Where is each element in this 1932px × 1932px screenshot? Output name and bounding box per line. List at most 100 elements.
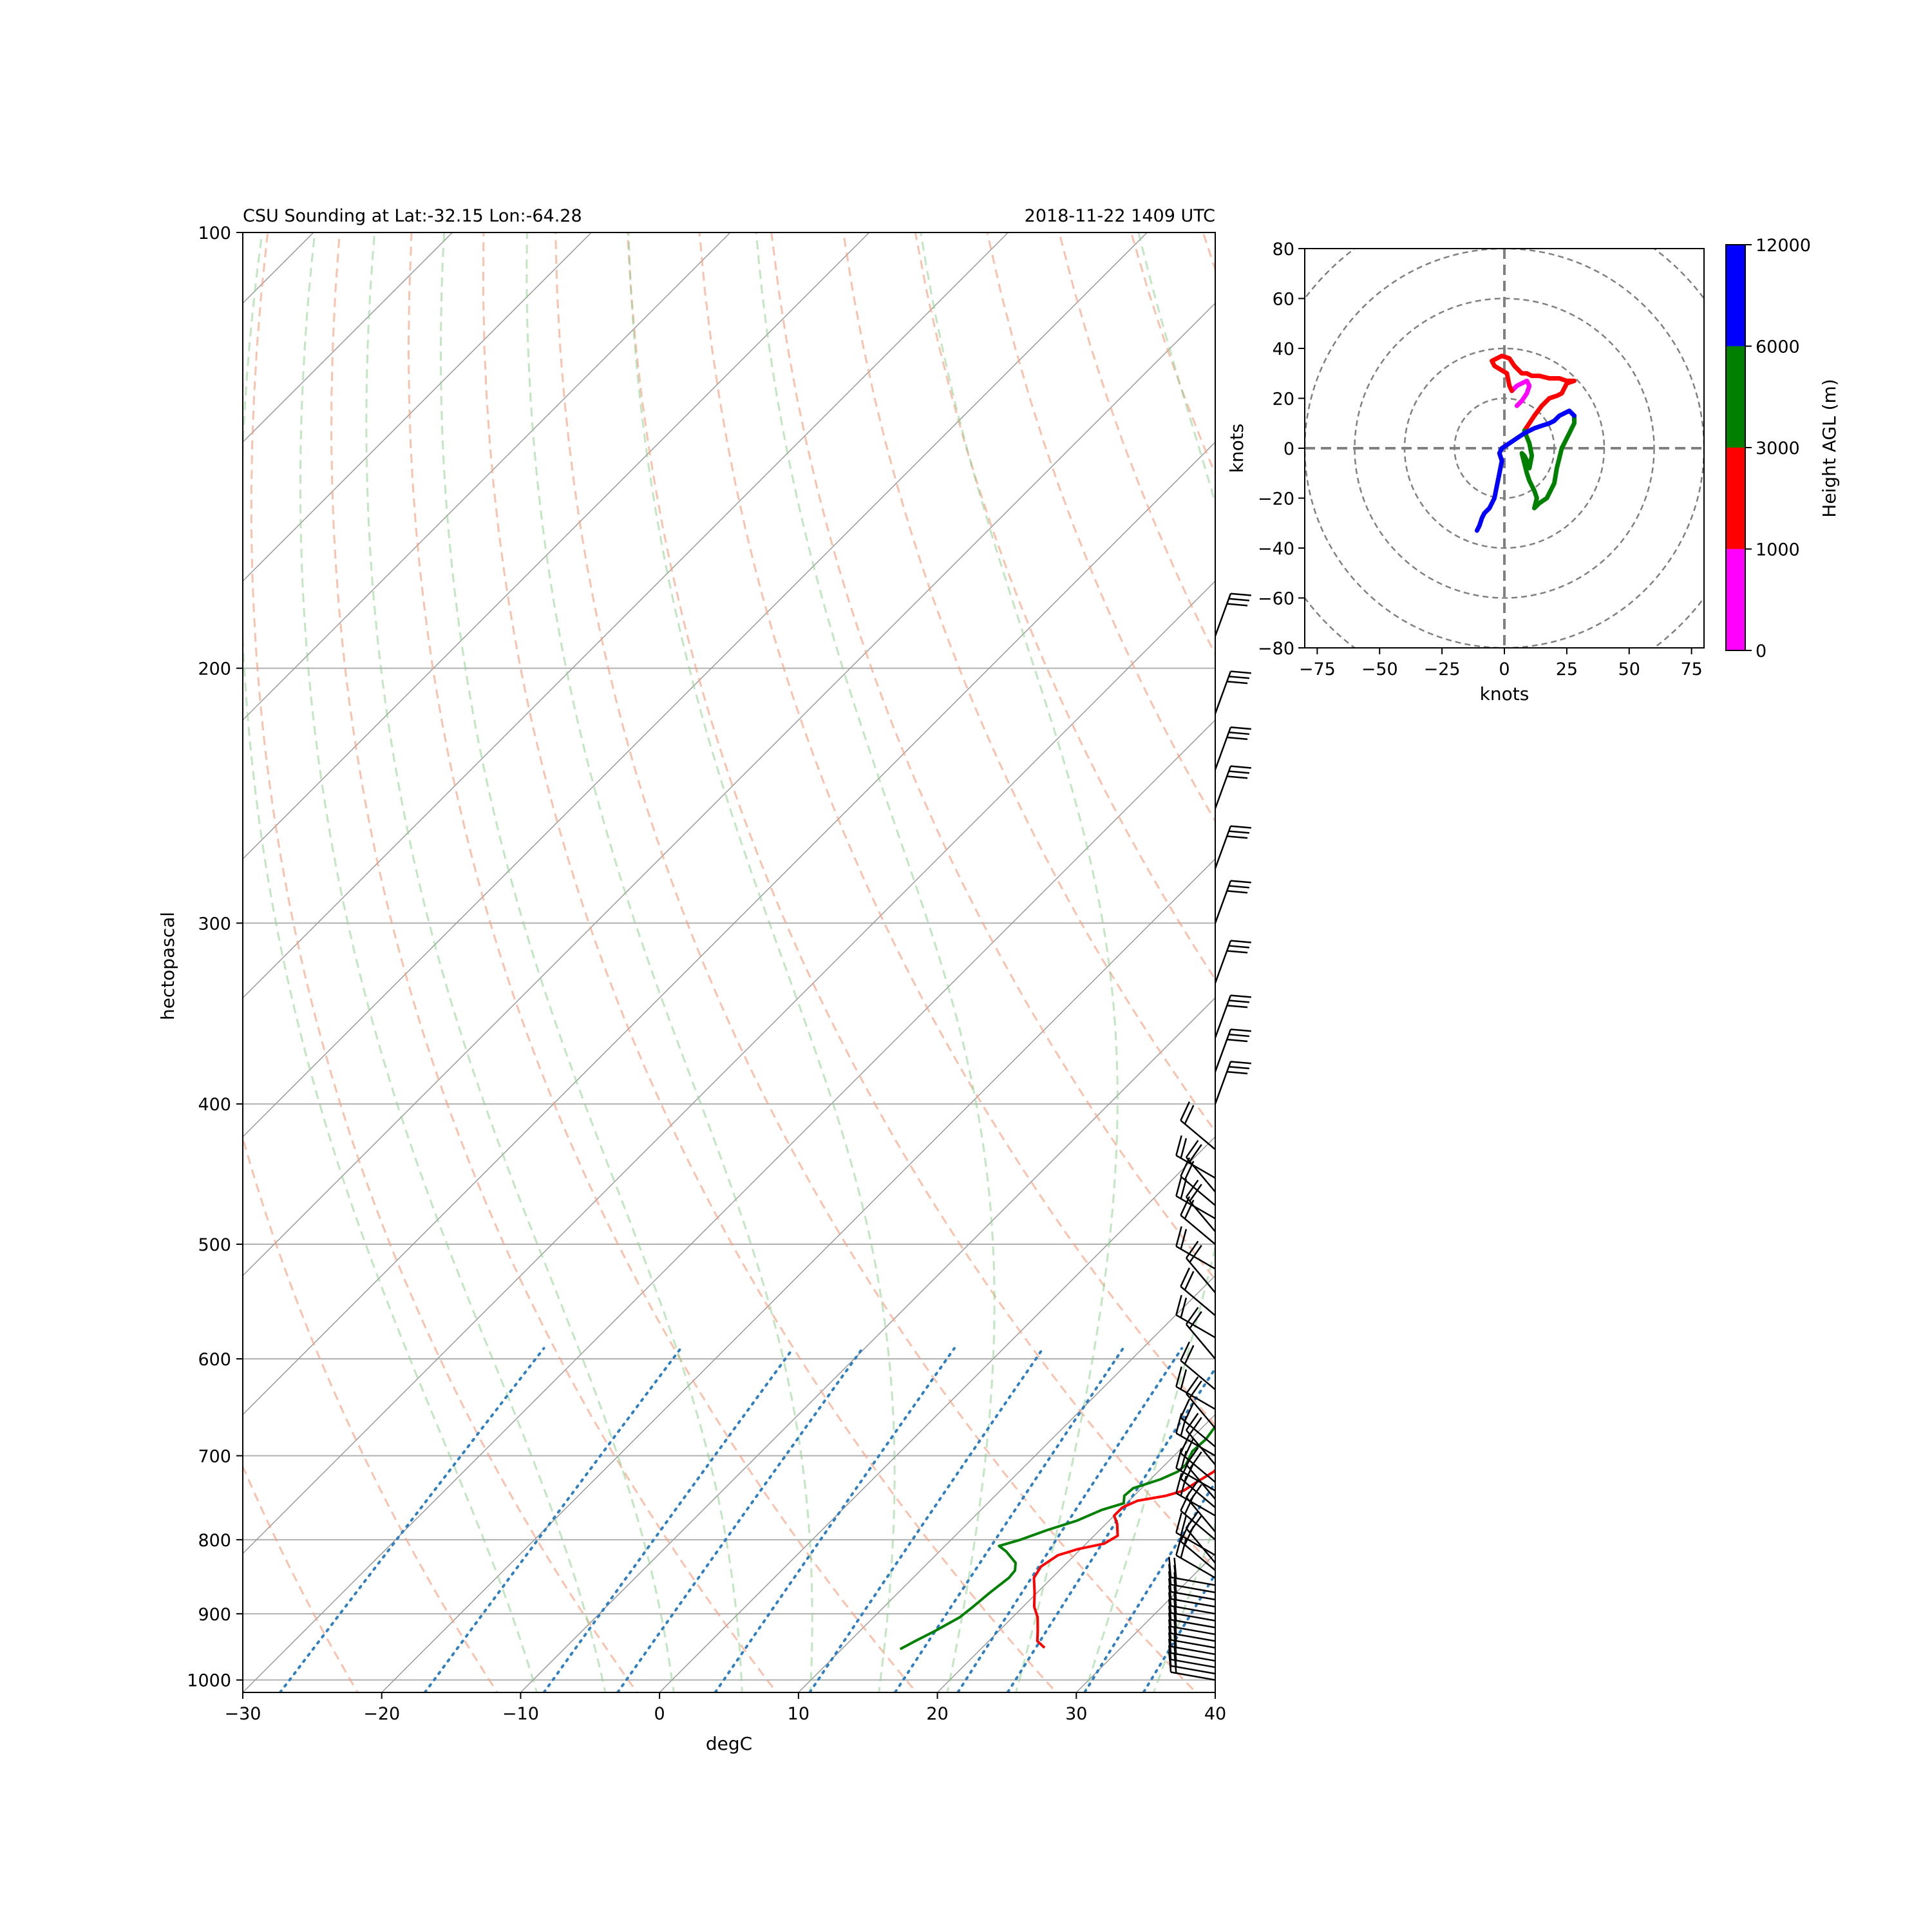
wind-barb-staff [1170, 1645, 1216, 1656]
wind-barb-flag [1227, 680, 1248, 685]
wind-barb-flag [1185, 1240, 1199, 1259]
hodograph-y-ticks: −80 −60 −40 −20 0 20 40 60 80 [1258, 240, 1305, 659]
wind-barb-flag [1175, 1226, 1182, 1247]
wind-barb-flag [1189, 1245, 1202, 1263]
dewpoint-trace [899, 1425, 1215, 1651]
wind-barb-flag [1168, 1557, 1172, 1578]
isotherm-line [243, 719, 1215, 1692]
dry-adiabat-line [330, 232, 779, 1692]
wind-barb-staff [1180, 1285, 1216, 1316]
hodograph-y-tick-label: −80 [1258, 639, 1294, 659]
hodograph-x-tick-label: −50 [1361, 659, 1398, 679]
isotherm-line [659, 1136, 1215, 1692]
wind-barb-staff [1180, 1215, 1216, 1245]
skewt-title-left: CSU Sounding at Lat:-32.15 Lon:-64.28 [243, 206, 582, 226]
wind-barb-staff [1214, 826, 1232, 869]
dry-adiabat-line [698, 232, 1215, 1427]
dry-adiabat-line [243, 1135, 499, 1692]
wind-barb-flag [1227, 1005, 1248, 1009]
y-tick-label: 1000 [187, 1671, 231, 1691]
wind-barb-staff [1186, 1528, 1216, 1564]
moist-adiabat-line [1083, 232, 1215, 1692]
wind-barb-flag [1228, 945, 1250, 949]
wind-barb-flag [1185, 1412, 1199, 1431]
wind-barb-staff [1186, 1157, 1216, 1193]
isotherm-line [243, 232, 453, 443]
isotherm-line [0, 232, 175, 1692]
hodograph-y-tick-label: −40 [1258, 539, 1294, 559]
hodograph-trace [1474, 354, 1577, 533]
wind-barb-flag [1228, 731, 1250, 735]
dry-adiabat-line [1563, 232, 1932, 1710]
wind-barb-flag [1230, 940, 1251, 943]
isotherm-line [243, 302, 1215, 1276]
wind-barb [1185, 1179, 1216, 1233]
wind-barb-staff [1175, 1531, 1216, 1557]
mixing-ratio-line [616, 1347, 864, 1692]
wind-barb-flag [1230, 592, 1251, 596]
wind-barb-flag [1184, 1437, 1195, 1457]
wind-barb-staff [1175, 1386, 1216, 1410]
moist-adiabat-line [755, 232, 996, 1692]
moist-adiabat-line [1152, 1520, 1215, 1692]
dry-adiabat-line [1491, 232, 1932, 1710]
hodograph-segment [1474, 408, 1577, 533]
wind-barb-flag [1228, 830, 1250, 834]
wind-barb [1180, 1398, 1216, 1448]
hodograph-y-tick-label: 40 [1273, 339, 1294, 359]
wind-barb-flag [1180, 1229, 1188, 1249]
skewt-y-ticks: 100 200 300 400 500 600 700 800 900 1000 [187, 223, 243, 1691]
wind-barb-flag [1189, 1451, 1202, 1470]
wind-barb-staff [1170, 1665, 1216, 1675]
mixing-ratio-line [1006, 1366, 1215, 1692]
wind-barb-staff [1175, 1155, 1216, 1179]
x-tick-label: −10 [502, 1704, 539, 1724]
wind-barb-staff [1186, 1196, 1216, 1233]
wind-barb-flag [1180, 1515, 1188, 1536]
wind-barb [1175, 1226, 1216, 1270]
wind-barbs [1168, 592, 1251, 1681]
wind-barb-flag [1173, 1557, 1177, 1578]
wind-barb-flag [1189, 1144, 1202, 1162]
wind-barb [1180, 1196, 1216, 1245]
wind-barb-flag [1184, 1271, 1195, 1291]
wind-barb [1180, 1341, 1216, 1390]
isotherm-line [243, 232, 870, 860]
x-tick-label: 10 [788, 1704, 810, 1724]
wind-barb-staff [1175, 1467, 1216, 1492]
wind-barb-flag [1230, 825, 1251, 829]
mixing-ratio-line [808, 1347, 1045, 1692]
wind-barb-flag [1227, 890, 1248, 894]
moist-adiabat-line [439, 232, 743, 1692]
wind-barb-flag [1185, 1140, 1199, 1158]
dry-adiabat-line [626, 232, 1215, 1571]
wind-barb-flag [1184, 1345, 1195, 1365]
isotherm-line [243, 232, 731, 721]
wind-barb [1214, 1061, 1251, 1104]
isotherm-line [520, 997, 1215, 1692]
wind-barb [1168, 1557, 1216, 1586]
wind-barb-flag [1184, 1104, 1195, 1124]
colorbar-tick-label: 3000 [1756, 439, 1800, 459]
y-tick-label: 300 [198, 914, 231, 934]
x-tick-label: −30 [225, 1704, 261, 1724]
y-tick-label: 100 [198, 223, 231, 243]
hodograph-y-tick-label: 80 [1273, 240, 1294, 260]
wind-barb-staff [1175, 1554, 1216, 1579]
wind-barb [1180, 1101, 1216, 1150]
wind-barb [1185, 1140, 1216, 1193]
wind-barb [1214, 765, 1251, 809]
x-tick-label: 40 [1204, 1704, 1226, 1724]
hodograph-segment [1490, 354, 1577, 433]
wind-barb-flag [1228, 1034, 1250, 1037]
wind-barb-flag [1175, 1512, 1182, 1533]
temperature-trace [1032, 1468, 1215, 1649]
wind-barb-staff [1186, 1497, 1216, 1533]
wind-barb-flag [1175, 1294, 1182, 1316]
y-tick-label: 700 [198, 1447, 231, 1467]
moist-adiabat-line [627, 232, 896, 1692]
dry-adiabat-line [250, 232, 639, 1692]
wind-barb-flag [1180, 1398, 1191, 1418]
y-tick-label: 200 [198, 659, 231, 679]
wind-barb-staff [1180, 1417, 1216, 1448]
